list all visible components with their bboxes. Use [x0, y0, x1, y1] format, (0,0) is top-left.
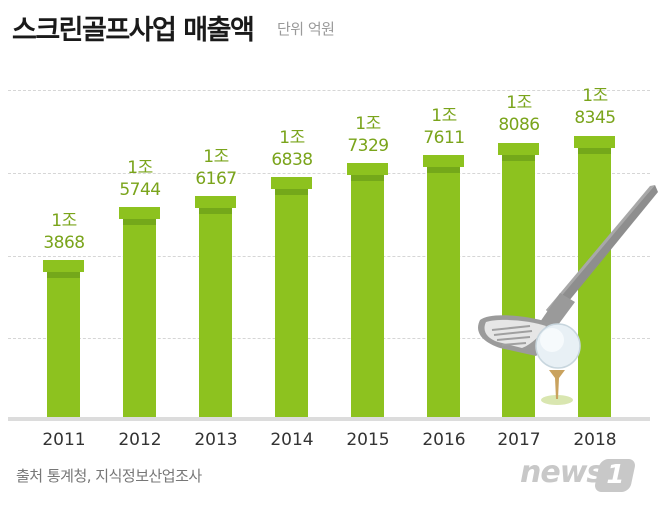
- data-label-2018: 1조 8345: [574, 86, 616, 128]
- x-tick-2011: 2011: [42, 430, 86, 450]
- gridline: [8, 173, 650, 174]
- bar-2016: [423, 155, 464, 419]
- data-label-2013: 1조 6167: [195, 147, 237, 189]
- news1-logo-text: news: [520, 455, 604, 490]
- chart-title: 스크린골프사업 매출액: [12, 15, 255, 46]
- x-tick-2017: 2017: [497, 430, 541, 450]
- x-tick-2016: 2016: [422, 430, 466, 450]
- data-label-2011: 1조 3868: [43, 211, 85, 253]
- gridline: [8, 256, 650, 257]
- source-note: 출처 통계청, 지식정보산업조사: [16, 467, 202, 485]
- bar-2013: [195, 196, 236, 419]
- gridline: [8, 90, 650, 91]
- data-label-2017: 1조 8086: [498, 93, 540, 135]
- gridline: [8, 338, 650, 339]
- bar-2012: [119, 207, 160, 419]
- bar-2014: [271, 177, 312, 419]
- data-label-2016: 1조 7611: [423, 106, 465, 148]
- data-label-2015: 1조 7329: [347, 114, 389, 156]
- x-tick-2018: 2018: [573, 430, 617, 450]
- x-axis-line: [8, 417, 650, 421]
- bar-2011: [43, 260, 84, 419]
- x-tick-2013: 2013: [194, 430, 238, 450]
- data-label-2012: 1조 5744: [119, 158, 161, 200]
- bar-2017: [498, 143, 539, 419]
- data-label-2014: 1조 6838: [271, 128, 313, 170]
- bar-2018: [574, 136, 615, 419]
- unit-label: 단위 억원: [277, 20, 335, 38]
- x-tick-2015: 2015: [346, 430, 390, 450]
- bar-2015: [347, 163, 388, 419]
- x-tick-2012: 2012: [118, 430, 162, 450]
- x-tick-2014: 2014: [270, 430, 314, 450]
